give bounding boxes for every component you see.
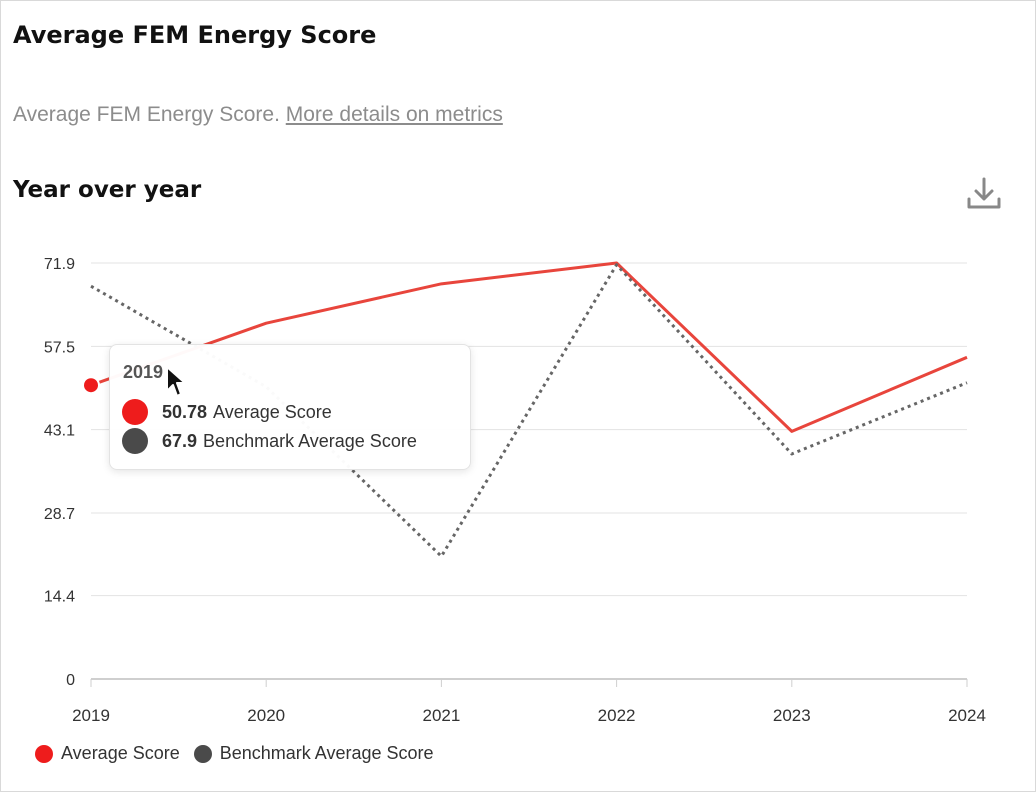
x-tick-label: 2024	[948, 706, 986, 725]
subtitle: Average FEM Energy Score. More details o…	[13, 103, 503, 127]
tooltip-value-benchmark: 67.9	[162, 430, 198, 451]
legend-label-benchmark: Benchmark Average Score	[219, 743, 434, 763]
tooltip-marker-benchmark	[122, 428, 148, 454]
legend-marker-average	[35, 744, 53, 763]
tooltip-marker-average	[122, 399, 148, 425]
legend-item-average[interactable]: Average Score	[35, 743, 180, 764]
section-title: Year over year	[13, 177, 202, 203]
legend-item-benchmark[interactable]: Benchmark Average Score	[193, 743, 434, 764]
more-details-link[interactable]: More details on metrics	[285, 103, 503, 126]
subtitle-text: Average FEM Energy Score.	[13, 103, 280, 126]
y-tick-label: 71.9	[44, 256, 75, 273]
download-icon	[967, 177, 1001, 209]
page-title: Average FEM Energy Score	[13, 21, 377, 49]
y-tick-label: 14.4	[44, 589, 75, 606]
y-tick-label: 28.7	[44, 506, 75, 523]
y-tick-label: 0	[66, 672, 75, 689]
tooltip-label-benchmark: Benchmark Average Score	[203, 430, 417, 451]
series-line-average	[90, 261, 968, 433]
x-tick-label: 2020	[247, 706, 285, 725]
download-button[interactable]	[963, 173, 1005, 215]
tooltip-row-benchmark: 67.9 Benchmark Average Score	[122, 428, 417, 454]
x-tick-label: 2023	[773, 706, 811, 725]
mouse-pointer-icon	[166, 366, 186, 397]
y-tick-label: 57.5	[44, 339, 75, 356]
highlight-point-average	[82, 376, 100, 395]
x-tick-label: 2022	[598, 706, 636, 725]
legend-marker-benchmark	[193, 744, 212, 763]
tooltip-label-average: Average Score	[213, 401, 332, 422]
y-tick-label: 43.1	[44, 423, 75, 440]
tooltip-year: 2019	[123, 362, 164, 382]
chart-legend: Average Score Benchmark Average Score	[35, 743, 448, 764]
tooltip-row-average: 50.78 Average Score	[122, 399, 332, 425]
line-chart: 0 14.4 28.7 43.1 57.5 71.9 2019 2020 2021 2022 202…	[44, 256, 986, 725]
legend-label-average: Average Score	[61, 743, 180, 763]
x-tick-label: 2019	[72, 706, 110, 725]
tooltip-value-average: 50.78	[162, 401, 208, 422]
chart-tooltip: 2019 50.78 Average Score 67.9 Benchmark …	[109, 344, 471, 470]
x-tick-label: 2021	[422, 706, 460, 725]
